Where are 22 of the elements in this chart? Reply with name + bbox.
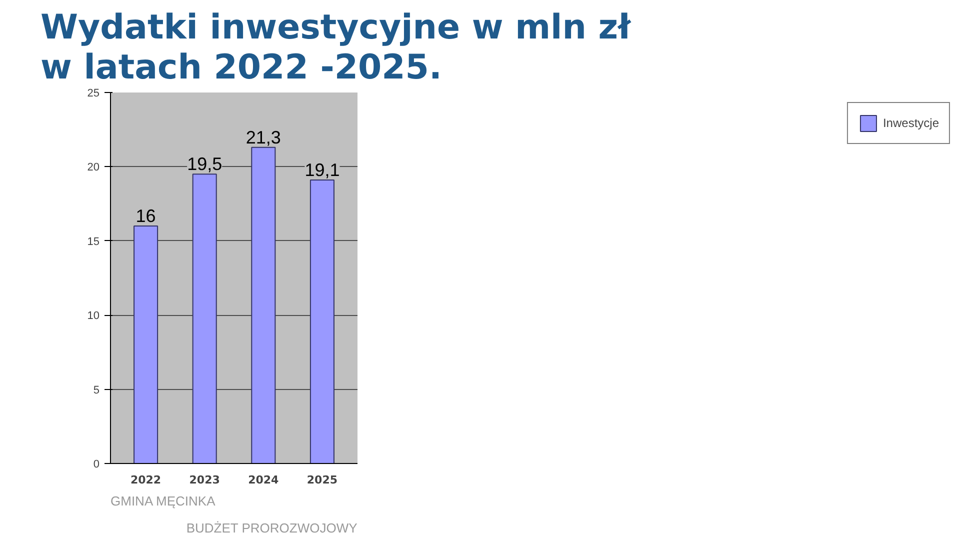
bar [192, 174, 217, 464]
y-tick-label: 5 [93, 384, 100, 396]
y-tick-label: 25 [87, 88, 100, 100]
text: 19,5 [187, 154, 222, 174]
bar [310, 180, 334, 464]
chart-title: Wydatki inwestycyjne w mln zł w latach 2022 -2025. [40, 8, 632, 88]
text: 16 [136, 206, 156, 226]
text: 19,1 [304, 160, 340, 180]
text: GMINA MĘCINKA [110, 494, 216, 508]
y-tick-label: 20 [87, 162, 100, 174]
text: 21,3 [246, 127, 281, 148]
y-tick-label: 15 [87, 236, 100, 248]
x-tick-label: 2024 [248, 474, 280, 486]
bar [134, 226, 158, 464]
legend-label: Inwestycje [882, 116, 939, 130]
y-tick-label: 0 [93, 458, 100, 470]
y-tick-label: 10 [87, 310, 100, 322]
text: BUDŻET PROROZWOJOWY [186, 520, 358, 536]
bar [251, 146, 276, 464]
x-tick-label: 2025 [306, 474, 338, 486]
x-tick-label: 2022 [130, 474, 162, 486]
x-tick-label: 2023 [189, 474, 220, 486]
